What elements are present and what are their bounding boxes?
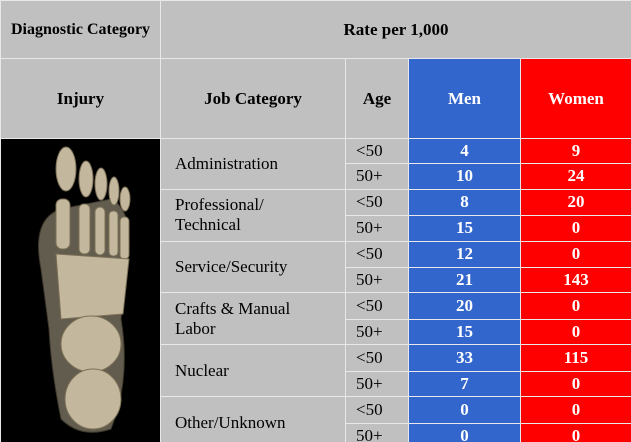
table-row: 50+ 0 0 — [1, 422, 631, 442]
women-rate-cell: 0 — [519, 370, 631, 398]
job-category-line: Labor — [175, 318, 216, 338]
foot-image — [38, 146, 131, 433]
women-rate-cell: 0 — [519, 215, 631, 242]
women-rate-cell: 0 — [519, 292, 631, 320]
men-rate-cell: 8 — [408, 188, 521, 217]
job-category-line: Other/Unknown — [175, 412, 286, 432]
job-category-line: Service/Security — [175, 256, 288, 276]
job-category-cell: Professional/Technical — [160, 188, 346, 242]
women-rate-cell: 115 — [519, 344, 631, 372]
men-rate-cell: 4 — [408, 137, 521, 165]
job-category-cell: Nuclear — [160, 344, 346, 398]
age-cell: 50+ — [345, 215, 409, 242]
header-cell: Job Category — [160, 58, 346, 139]
men-rate-cell: 0 — [408, 396, 521, 424]
men-rate-cell: 20 — [408, 292, 521, 320]
age-cell: 50+ — [345, 318, 409, 346]
men-rate-cell: 15 — [408, 215, 521, 242]
job-category-cell: Administration — [160, 138, 346, 190]
table-row: Professional/Technical <50 8 20 — [1, 188, 631, 242]
men-rate-cell: 10 — [408, 163, 521, 190]
table-row: Crafts & Manual Labor <50 20 0 — [1, 292, 631, 346]
injury-image-cell — [0, 138, 161, 442]
age-cell: <50 — [345, 344, 409, 372]
table-row: 50+ 15 0 — [1, 215, 631, 242]
header-cell: Injury — [0, 58, 161, 139]
job-category-cell: Service/Security — [160, 240, 346, 294]
age-cell: <50 — [345, 396, 409, 424]
header-cell: Men — [408, 58, 521, 139]
header-cell: Age — [345, 58, 409, 139]
women-rate-cell: 9 — [519, 137, 631, 165]
job-category-cell: Crafts & Manual Labor — [160, 292, 346, 346]
men-rate-cell: 7 — [408, 370, 521, 398]
men-rate-cell: 15 — [408, 318, 521, 346]
age-cell: 50+ — [345, 422, 409, 442]
men-rate-cell: 33 — [408, 344, 521, 372]
age-cell: <50 — [345, 240, 409, 269]
women-rate-cell: 0 — [519, 240, 631, 269]
job-category-cell: Other/Unknown — [160, 396, 346, 442]
table-row: Administration <50 4 9 — [0, 137, 631, 442]
women-rate-cell: 0 — [519, 318, 631, 346]
men-rate-cell: 0 — [408, 422, 521, 442]
women-rate-cell: 20 — [519, 188, 631, 217]
table-row: Other/Unknown <50 0 0 — [1, 396, 631, 442]
women-rate-cell: 143 — [519, 267, 631, 294]
job-category-line: Crafts & Manual — [175, 298, 291, 318]
header-cell: Women — [519, 58, 631, 139]
job-category-line: Technical — [175, 215, 241, 235]
table-row: Nuclear <50 33 115 — [1, 344, 631, 398]
men-rate-cell: 12 — [408, 240, 521, 269]
table-row: 50+ 21 143 — [1, 267, 631, 294]
men-rate-cell: 21 — [408, 267, 521, 294]
header-cell: Rate per 1,000 — [159, 0, 631, 59]
job-category-line: Nuclear — [175, 360, 229, 380]
header-cell: Diagnostic Category — [0, 0, 161, 59]
age-cell: <50 — [345, 188, 409, 217]
women-rate-cell: 0 — [519, 422, 631, 442]
job-category-line: Professional/ — [175, 195, 264, 215]
table-row: 50+ 15 0 — [1, 318, 631, 346]
age-cell: 50+ — [345, 267, 409, 294]
table-row: 50+ 10 24 — [1, 163, 631, 190]
age-cell: <50 — [345, 137, 409, 165]
table-row: Service/Security <50 12 0 — [1, 240, 631, 294]
table-row: 50+ 7 0 — [1, 370, 631, 398]
age-cell: 50+ — [345, 163, 409, 190]
women-rate-cell: 0 — [519, 396, 631, 424]
job-category-line: Administration — [175, 153, 278, 173]
age-cell: 50+ — [345, 370, 409, 398]
age-cell: <50 — [345, 292, 409, 320]
women-rate-cell: 24 — [519, 163, 631, 190]
